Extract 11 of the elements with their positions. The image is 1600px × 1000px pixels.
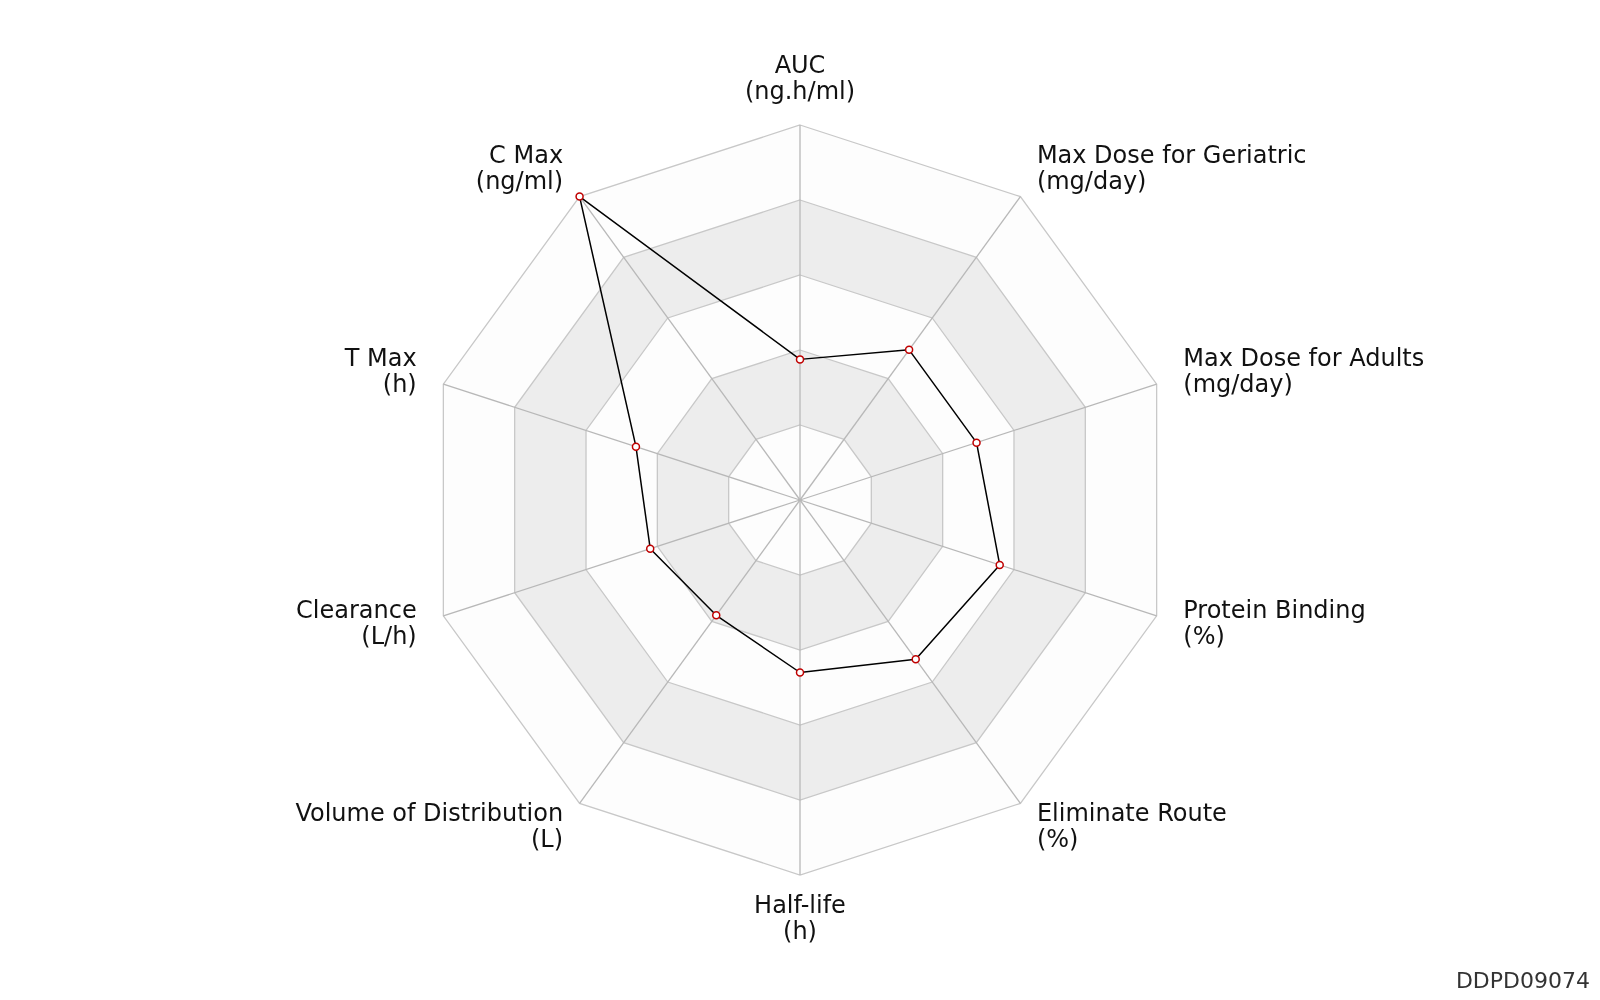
text: DDPD09074 [1455, 968, 1590, 993]
spoke-label: Half-life (h) [754, 891, 846, 945]
spoke-label: Clearance (L/h) [296, 595, 417, 650]
spoke-label: Eliminate Route (%) [1036, 799, 1227, 854]
spoke-label: Max Dose for Geriatric (mg/day) [1036, 140, 1307, 195]
spoke-label: Protein Binding (%) [1183, 595, 1366, 650]
spoke-label: Volume of Distribution (L) [295, 799, 564, 854]
spoke-label: T Max (h) [343, 344, 417, 399]
spoke-label: Max Dose for Adults (mg/day) [1183, 344, 1425, 399]
spoke-label: AUC (ng.h/ml) [744, 51, 856, 105]
spoke-label: C Max (ng/ml) [475, 140, 564, 195]
